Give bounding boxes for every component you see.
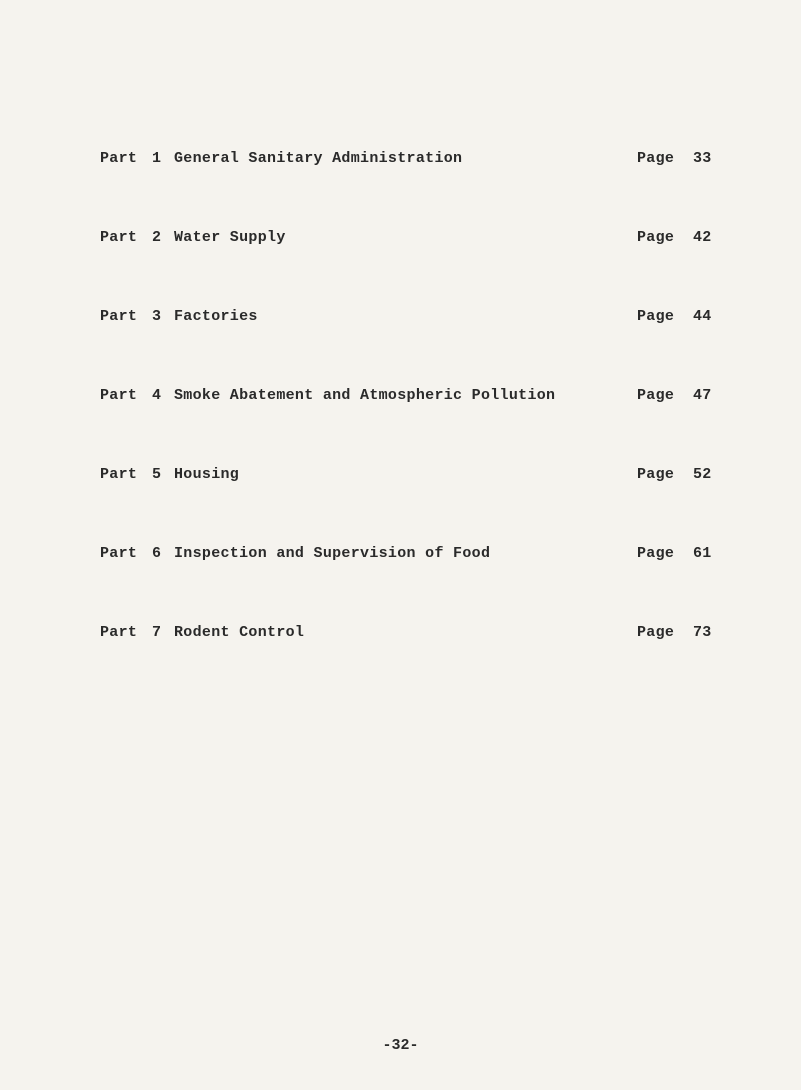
page-number: 47 xyxy=(693,387,721,404)
toc-entry-right: Page 33 xyxy=(637,150,721,167)
part-label: Part xyxy=(100,387,152,404)
part-label: Part xyxy=(100,229,152,246)
part-number: 3 xyxy=(152,308,174,325)
page-number: 33 xyxy=(693,150,721,167)
toc-entry-left: Part 6 Inspection and Supervision of Foo… xyxy=(100,545,490,562)
part-number: 4 xyxy=(152,387,174,404)
toc-row: Part 4 Smoke Abatement and Atmospheric P… xyxy=(100,387,721,404)
part-label: Part xyxy=(100,545,152,562)
page-number: 42 xyxy=(693,229,721,246)
toc-entry-right: Page 44 xyxy=(637,308,721,325)
page-footer: -32- xyxy=(0,1037,801,1054)
page-label: Page xyxy=(637,308,693,325)
part-number: 2 xyxy=(152,229,174,246)
page-label: Page xyxy=(637,150,693,167)
toc-entry-right: Page 42 xyxy=(637,229,721,246)
page-number: 44 xyxy=(693,308,721,325)
part-title: Housing xyxy=(174,466,239,483)
document-page: Part 1 General Sanitary Administration P… xyxy=(0,0,801,1090)
page-label: Page xyxy=(637,229,693,246)
part-title: Smoke Abatement and Atmospheric Pollutio… xyxy=(174,387,555,404)
toc-row: Part 1 General Sanitary Administration P… xyxy=(100,150,721,167)
part-label: Part xyxy=(100,624,152,641)
page-number: 73 xyxy=(693,624,721,641)
page-number: 52 xyxy=(693,466,721,483)
toc-row: Part 6 Inspection and Supervision of Foo… xyxy=(100,545,721,562)
part-number: 5 xyxy=(152,466,174,483)
toc-row: Part 3 Factories Page 44 xyxy=(100,308,721,325)
toc-row: Part 7 Rodent Control Page 73 xyxy=(100,624,721,641)
toc-entry-right: Page 61 xyxy=(637,545,721,562)
toc-entry-left: Part 4 Smoke Abatement and Atmospheric P… xyxy=(100,387,555,404)
part-number: 6 xyxy=(152,545,174,562)
toc-row: Part 5 Housing Page 52 xyxy=(100,466,721,483)
page-label: Page xyxy=(637,545,693,562)
toc-entry-right: Page 47 xyxy=(637,387,721,404)
page-number: 61 xyxy=(693,545,721,562)
page-label: Page xyxy=(637,624,693,641)
part-label: Part xyxy=(100,150,152,167)
part-number: 1 xyxy=(152,150,174,167)
toc-entry-left: Part 7 Rodent Control xyxy=(100,624,304,641)
toc-entry-right: Page 52 xyxy=(637,466,721,483)
page-label: Page xyxy=(637,387,693,404)
part-title: General Sanitary Administration xyxy=(174,150,462,167)
part-label: Part xyxy=(100,308,152,325)
toc-row: Part 2 Water Supply Page 42 xyxy=(100,229,721,246)
toc-entry-left: Part 3 Factories xyxy=(100,308,258,325)
part-number: 7 xyxy=(152,624,174,641)
toc-entry-left: Part 2 Water Supply xyxy=(100,229,286,246)
part-title: Rodent Control xyxy=(174,624,304,641)
toc-entry-left: Part 5 Housing xyxy=(100,466,239,483)
part-title: Factories xyxy=(174,308,258,325)
part-label: Part xyxy=(100,466,152,483)
part-title: Water Supply xyxy=(174,229,286,246)
toc-entry-right: Page 73 xyxy=(637,624,721,641)
toc-entry-left: Part 1 General Sanitary Administration xyxy=(100,150,462,167)
footer-page-number: -32- xyxy=(382,1037,418,1054)
page-label: Page xyxy=(637,466,693,483)
part-title: Inspection and Supervision of Food xyxy=(174,545,490,562)
